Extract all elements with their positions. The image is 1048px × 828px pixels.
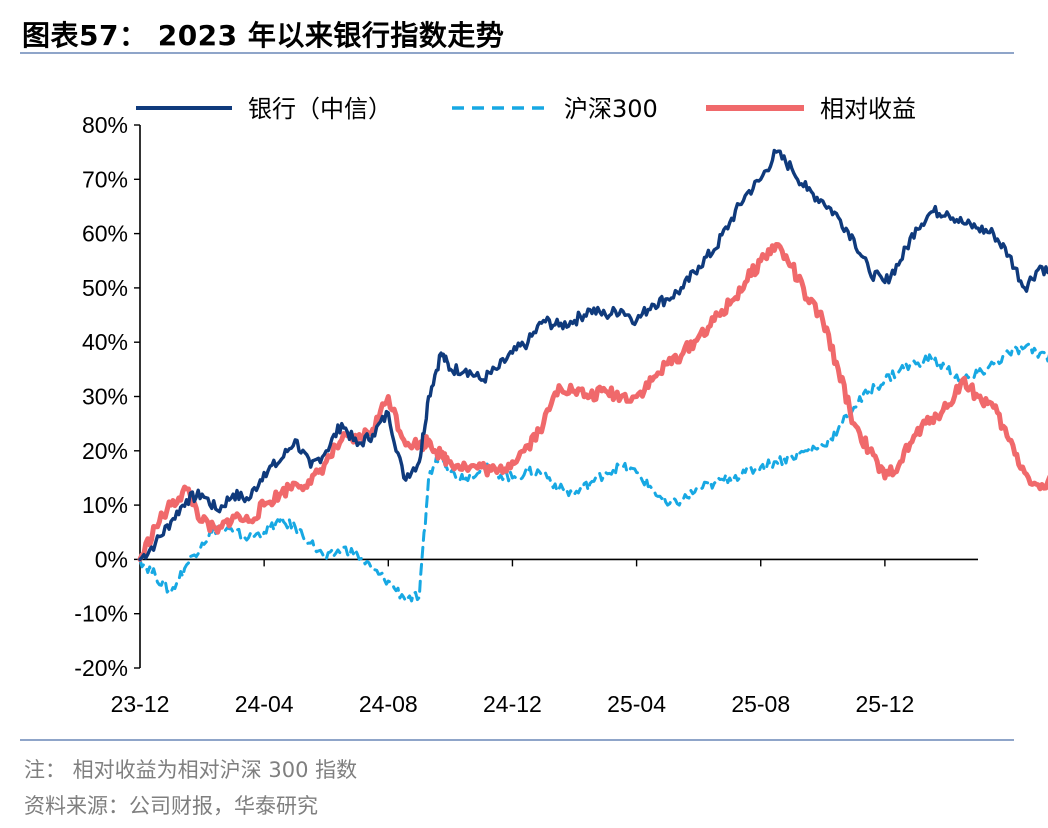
y-tick-label: 50% [82,275,128,301]
y-tick-label: 30% [82,384,128,410]
footer-divider [20,739,1014,741]
figure-title: 图表57： 2023 年以来银行指数走势 [22,19,505,52]
series-line-bank [138,148,1048,562]
series-line-hs300 [138,342,1048,603]
legend: 银行（中信） 沪深300 相对收益 [136,95,916,123]
y-tick-label: 0% [95,546,128,572]
legend-label-hs300: 沪深300 [564,95,658,123]
legend-label-relative: 相对收益 [820,95,916,123]
x-tick-label: 25-04 [607,691,666,717]
y-tick-label: -10% [74,601,128,627]
chart: 银行（中信） 沪深300 相对收益 80% 70% 60% 50% 40% 30% 20% 1… [74,95,1048,717]
y-tick-label: 70% [82,166,128,192]
x-tick-label: 25-08 [731,691,790,717]
footnote-note: 注： 相对收益为相对沪深 300 指数 [24,758,358,782]
x-tick-label: 24-12 [483,691,542,717]
title-divider [20,52,1014,54]
x-tick-label: 24-08 [359,691,418,717]
y-tick-label: 80% [82,112,128,138]
y-tick-label: 60% [82,221,128,247]
y-tick-label: 20% [82,438,128,464]
x-tick-label: 24-04 [235,691,294,717]
series-line-relative [137,242,1048,562]
series-group [137,148,1048,603]
x-tick-label: 25-12 [855,691,914,717]
axes: 80% 70% 60% 50% 40% 30% 20% 10% 0% -10% -20% 23-12 2… [74,112,978,717]
y-tick-label: 10% [82,492,128,518]
x-tick-label: 23-12 [111,691,170,717]
footnote-source: 资料来源：公司财报，华泰研究 [24,794,318,818]
y-tick-label: 40% [82,329,128,355]
legend-label-bank: 银行（中信） [248,95,392,123]
y-tick-label: -20% [74,655,128,681]
